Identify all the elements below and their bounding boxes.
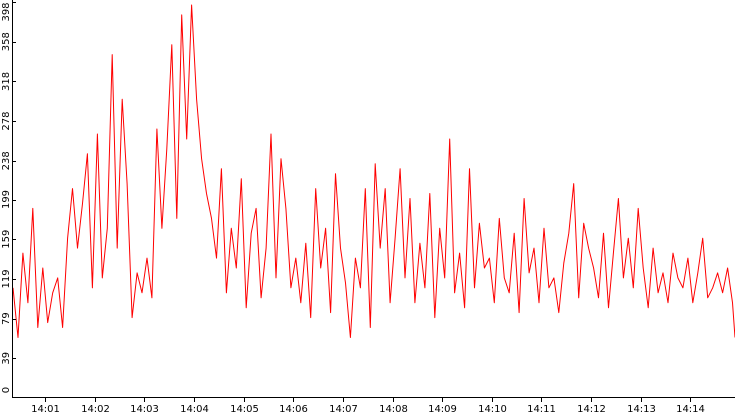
x-tick-label: 14:02 (81, 404, 110, 415)
y-tick-label: 199 (1, 190, 12, 209)
y-tick-label: 39 (1, 352, 12, 365)
y-axis-ticks: 0 39 79 119 159 199 238 278 318 358 398 (1, 2, 16, 398)
x-tick-label: 14:10 (478, 404, 507, 415)
plot-area (12, 4, 735, 338)
y-tick-label: 398 (1, 2, 12, 21)
x-axis-ticks: 14:01 14:02 14:03 14:04 14:05 14:06 14:07 14:08… (31, 397, 705, 415)
x-tick-label: 14:04 (180, 404, 209, 415)
x-tick-label: 14:06 (279, 404, 308, 415)
x-tick-label: 14:14 (676, 404, 705, 415)
y-tick-label: 278 (1, 112, 12, 131)
y-tick-label: 358 (1, 32, 12, 51)
x-tick-label: 14:03 (130, 404, 159, 415)
x-tick-label: 14:11 (527, 404, 556, 415)
x-tick-label: 14:12 (577, 404, 606, 415)
y-tick-label: 238 (1, 151, 12, 170)
x-tick-label: 14:05 (230, 404, 259, 415)
x-tick-label: 14:01 (31, 404, 60, 415)
y-tick-label: 0 (1, 387, 12, 393)
y-tick-label: 318 (1, 72, 12, 91)
y-tick-label: 119 (1, 269, 12, 288)
y-tick-label: 79 (1, 312, 12, 325)
series-line (12, 4, 735, 338)
x-tick-label: 14:09 (428, 404, 457, 415)
x-tick-label: 14:07 (329, 404, 358, 415)
y-tick-label: 159 (1, 230, 12, 249)
x-tick-label: 14:13 (627, 404, 656, 415)
x-tick-label: 14:08 (379, 404, 408, 415)
